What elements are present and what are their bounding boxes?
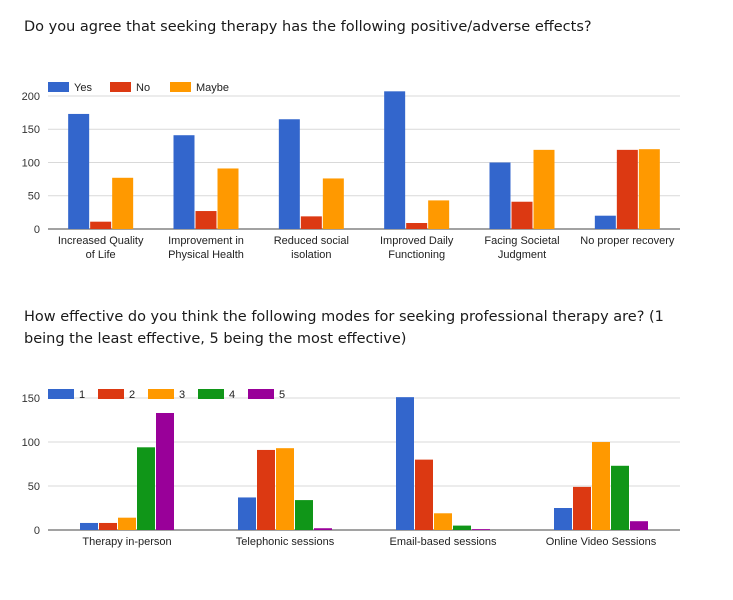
bar <box>314 528 332 530</box>
x-category-label: isolation <box>291 249 331 261</box>
bar <box>554 508 572 530</box>
bar <box>173 135 195 229</box>
legend-label: 1 <box>79 389 85 401</box>
y-tick-label: 50 <box>28 191 40 203</box>
x-category-label: of Life <box>86 249 116 261</box>
x-category-label: Improvement in <box>168 235 244 247</box>
bar <box>428 200 450 229</box>
y-tick-label: 150 <box>22 124 40 136</box>
x-category-label: Functioning <box>388 249 445 261</box>
legend-swatch <box>198 389 224 399</box>
x-category-label: Telephonic sessions <box>236 536 335 548</box>
y-tick-label: 100 <box>22 437 40 449</box>
x-category-label: Improved Daily <box>380 235 454 247</box>
x-category-label: Judgment <box>498 249 546 261</box>
bar <box>118 517 136 530</box>
bar <box>295 500 313 530</box>
legend-swatch <box>48 389 74 399</box>
bar <box>99 522 117 530</box>
x-category-label: Increased Quality <box>58 235 144 247</box>
y-tick-label: 0 <box>34 224 40 236</box>
bar <box>638 149 660 229</box>
question-2-title: How effective do you think the following… <box>24 309 664 347</box>
legend-label: Yes <box>74 82 92 94</box>
bar <box>472 529 490 530</box>
x-category-label: Online Video Sessions <box>546 536 657 548</box>
x-category-label: Therapy in-person <box>82 536 171 548</box>
x-category-label: Email-based sessions <box>390 536 497 548</box>
y-tick-label: 100 <box>22 157 40 169</box>
legend-swatch <box>98 389 124 399</box>
bar <box>573 486 591 530</box>
bar <box>80 522 98 530</box>
bar <box>195 211 217 229</box>
legend-swatch <box>148 389 174 399</box>
bar <box>611 465 629 530</box>
bar <box>406 223 428 229</box>
bar <box>278 119 300 229</box>
bar <box>384 91 406 230</box>
y-tick-label: 200 <box>22 91 40 103</box>
legend-swatch <box>248 389 274 399</box>
bar <box>453 525 471 530</box>
bar <box>276 448 294 530</box>
legend-swatch <box>170 82 191 92</box>
bar <box>238 497 256 530</box>
bar <box>489 162 511 229</box>
x-category-label: No proper recovery <box>580 235 675 247</box>
bar <box>300 216 322 229</box>
bar <box>217 168 239 229</box>
y-tick-label: 50 <box>28 481 40 493</box>
legend-label: 5 <box>279 389 285 401</box>
legend-label: 2 <box>129 389 135 401</box>
x-category-label: Physical Health <box>168 249 244 261</box>
bar <box>592 442 610 530</box>
bar <box>415 459 433 530</box>
bar <box>322 178 344 229</box>
bar <box>257 449 275 530</box>
bar <box>156 412 174 530</box>
bar <box>112 177 134 229</box>
legend-label: No <box>136 82 150 94</box>
legend-swatch <box>110 82 131 92</box>
question-1-title: Do you agree that seeking therapy has th… <box>24 19 592 35</box>
legend-swatch <box>48 82 69 92</box>
bar <box>630 521 648 530</box>
x-category-label: Facing Societal <box>484 235 559 247</box>
bar <box>68 113 90 229</box>
legend-label: 3 <box>179 389 185 401</box>
legend-label: 4 <box>229 389 235 401</box>
bar <box>396 397 414 530</box>
y-tick-label: 150 <box>22 393 40 405</box>
x-category-label: Reduced social <box>274 235 349 247</box>
y-tick-label: 0 <box>34 525 40 537</box>
legend-label: Maybe <box>196 82 229 94</box>
bar <box>533 149 555 229</box>
bar <box>594 215 616 229</box>
bar <box>434 513 452 530</box>
effects-bar-chart: 0 50 100 150 200 Yes No Maybe Increased Quality o… <box>22 82 680 261</box>
bar <box>616 149 638 229</box>
bar <box>137 447 155 530</box>
bar <box>511 201 533 229</box>
bar <box>90 221 112 229</box>
